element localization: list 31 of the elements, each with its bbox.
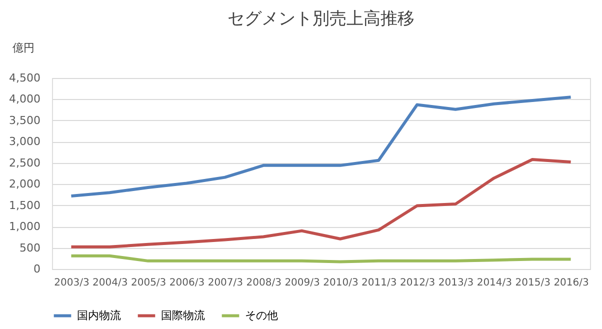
x-tick-label: 2003/3 (54, 278, 90, 288)
legend-label: 国際物流 (161, 308, 205, 322)
x-tick-label: 2011/3 (362, 278, 397, 288)
x-tick-label: 2014/3 (476, 278, 512, 288)
y-tick-label: 4,500 (9, 72, 40, 84)
x-tick-label: 2008/3 (246, 278, 282, 288)
line-series (70, 96, 572, 198)
y-tick-label: 2,000 (9, 178, 40, 191)
chart-title: セグメント別売上高推移 (228, 9, 414, 29)
legend-label: その他 (245, 308, 278, 322)
legend-label: 国内物流 (77, 308, 121, 322)
y-tick-label: 0 (34, 262, 40, 276)
y-tick-label: 3,000 (9, 135, 40, 148)
x-tick-label: 2012/3 (400, 278, 436, 288)
y-tick-label: 3,500 (9, 114, 40, 127)
x-tick-label: 2009/3 (284, 278, 320, 288)
x-tick-label: 2004/3 (92, 278, 128, 288)
y-tick-label: 1,000 (9, 220, 40, 234)
x-tick-label: 2007/3 (208, 278, 244, 288)
y-tick-label: 4,000 (9, 92, 40, 106)
x-tick-label: 2015/3 (515, 278, 550, 288)
x-tick-label: 2005/3 (130, 278, 166, 288)
line-series (70, 158, 572, 248)
x-tick-label: 2016/3 (554, 278, 589, 288)
y-tick-label: 1,500 (9, 198, 40, 212)
x-tick-label: 2006/3 (169, 278, 205, 288)
x-tick-label: 2010/3 (323, 278, 358, 288)
x-tick-label: 2013/3 (438, 278, 474, 288)
y-tick-label: 2,500 (9, 156, 40, 170)
y-axis-title: 億円 (12, 42, 34, 54)
y-tick-label: 500 (20, 241, 40, 254)
